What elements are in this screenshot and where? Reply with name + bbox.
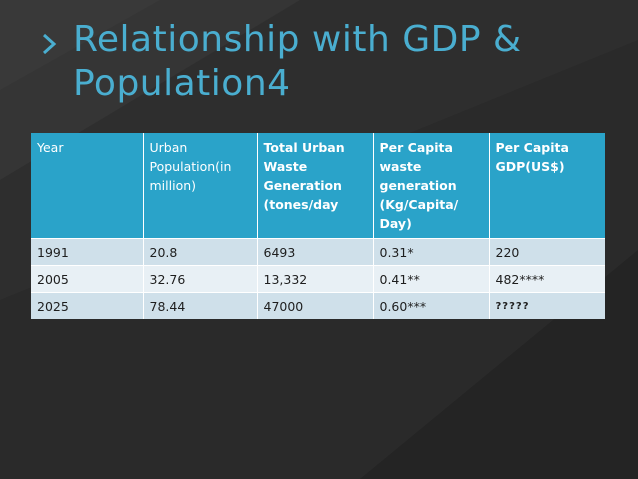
cell-urban-population: 32.76: [143, 265, 258, 293]
header-total-urban-waste: Total Urban Waste Generation (tones/day: [257, 133, 374, 239]
header-urban-population: Urban Population(in million): [143, 133, 258, 239]
chevron-bullet-icon: [42, 33, 57, 55]
cell-per-capita-gdp: 220: [489, 238, 605, 266]
header-year: Year: [31, 133, 144, 239]
cell-per-capita-waste: 0.41**: [373, 265, 490, 293]
cell-total-waste: 6493: [257, 238, 374, 266]
cell-urban-population: 20.8: [143, 238, 258, 266]
cell-per-capita-waste: 0.31*: [373, 238, 490, 266]
slide-title: Relationship with GDP & Population4: [73, 18, 613, 106]
cell-total-waste: 13,332: [257, 265, 374, 293]
gdp-population-table: Year Urban Population(in million) Total …: [31, 133, 605, 319]
cell-per-capita-gdp: ?????: [489, 292, 605, 319]
table-header-row: Year Urban Population(in million) Total …: [31, 133, 605, 239]
table-row: 1991 20.8 6493 0.31* 220: [31, 238, 605, 266]
header-per-capita-waste: Per Capita waste generation (Kg/Capita/ …: [373, 133, 490, 239]
cell-total-waste: 47000: [257, 292, 374, 319]
cell-per-capita-gdp: 482****: [489, 265, 605, 293]
table-row: 2005 32.76 13,332 0.41** 482****: [31, 265, 605, 293]
cell-year: 2025: [31, 292, 144, 319]
cell-per-capita-waste: 0.60***: [373, 292, 490, 319]
table-row: 2025 78.44 47000 0.60*** ?????: [31, 292, 605, 319]
slide-title-line-1: Relationship with GDP &: [73, 19, 522, 60]
slide-title-line-2: Population4: [73, 63, 291, 104]
cell-year: 2005: [31, 265, 144, 293]
cell-urban-population: 78.44: [143, 292, 258, 319]
cell-year: 1991: [31, 238, 144, 266]
header-per-capita-gdp: Per Capita GDP(US$): [489, 133, 605, 239]
